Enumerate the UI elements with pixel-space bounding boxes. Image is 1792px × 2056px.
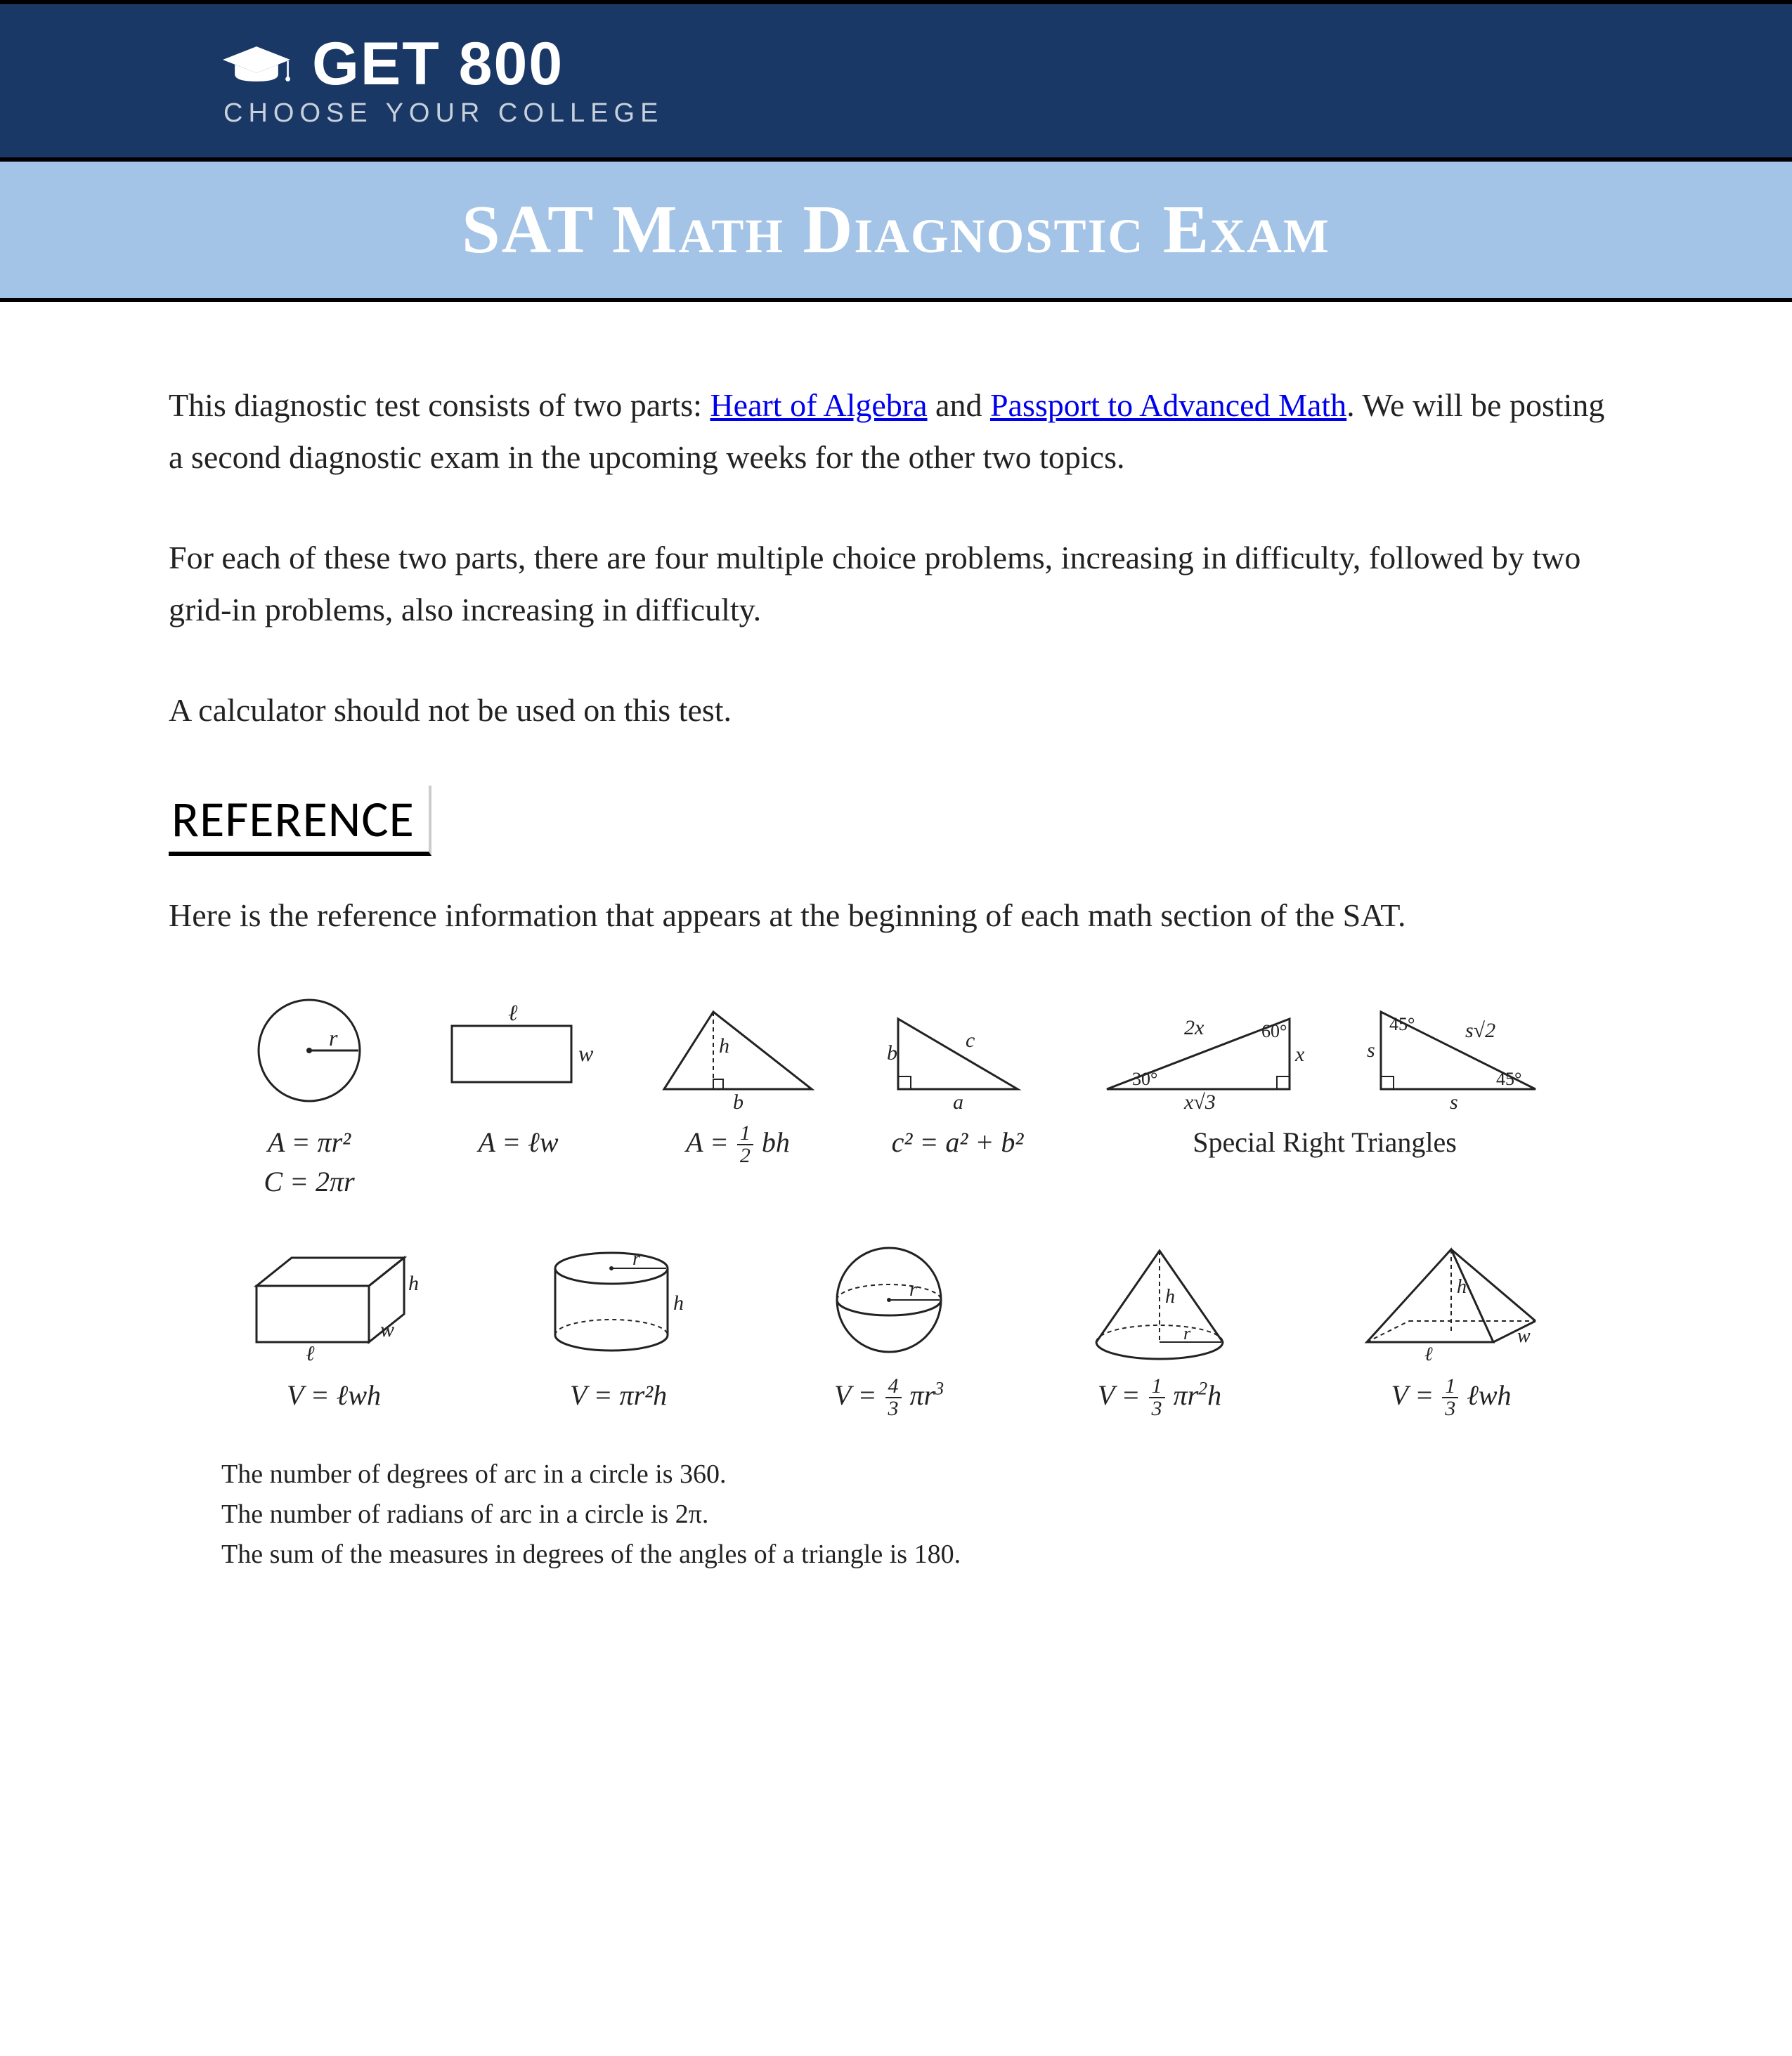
formula-text: A = πr²	[268, 1126, 351, 1158]
fact-line: The number of degrees of arc in a circle…	[221, 1455, 1571, 1495]
formula-cylinder: r h V = πr²h	[513, 1237, 724, 1415]
formula-label: V = πr²h	[570, 1376, 667, 1415]
svg-text:ℓ: ℓ	[306, 1342, 315, 1363]
svg-text:x√3: x√3	[1183, 1091, 1216, 1110]
svg-text:w: w	[380, 1318, 394, 1341]
reference-facts: The number of degrees of arc in a circle…	[221, 1455, 1571, 1575]
formula-sheet: r A = πr² C = 2πr ℓ w A = ℓw	[221, 991, 1571, 1575]
svg-text:45°: 45°	[1496, 1069, 1521, 1089]
svg-text:r: r	[329, 1025, 338, 1050]
formula-label: V = 43 πr3	[834, 1376, 944, 1420]
intro-paragraph-2: For each of these two parts, there are f…	[169, 532, 1623, 635]
graduation-cap-icon	[218, 43, 295, 85]
page-title: SAT Math Diagnostic Exam	[462, 190, 1330, 269]
formula-circle: r A = πr² C = 2πr	[221, 991, 397, 1202]
formula-label: V = 13 πr2h	[1098, 1376, 1221, 1420]
formula-triangle-area: h b A = 12 bh	[639, 991, 836, 1167]
svg-text:h: h	[1457, 1276, 1467, 1298]
formula-label: V = ℓwh	[287, 1376, 381, 1415]
rect-prism-icon: h w ℓ	[235, 1237, 432, 1363]
reference-section: REFERENCE	[169, 786, 1623, 890]
intro-text: and	[928, 387, 990, 423]
intro-text: This diagnostic test consists of two par…	[169, 387, 710, 423]
formula-label: Special Right Triangles	[1193, 1123, 1457, 1162]
intro-paragraph-1: This diagnostic test consists of two par…	[169, 379, 1623, 483]
formula-row-2: h w ℓ V = ℓwh r h	[221, 1237, 1571, 1420]
header-bar: GET 800 CHOOSE YOUR COLLEGE	[0, 0, 1792, 162]
formula-sphere: r V = 43 πr3	[791, 1237, 987, 1420]
intro-paragraph-3: A calculator should not be used on this …	[169, 684, 1623, 736]
formula-pythagorean: b a c c² = a² + b²	[866, 991, 1049, 1162]
page: GET 800 CHOOSE YOUR COLLEGE SAT Math Dia…	[0, 0, 1792, 2056]
svg-text:s√2: s√2	[1465, 1019, 1495, 1042]
logo: GET 800 CHOOSE YOUR COLLEGE	[218, 34, 663, 129]
cylinder-icon: r h	[534, 1237, 703, 1363]
fact-line: The sum of the measures in degrees of th…	[221, 1535, 1571, 1575]
svg-text:b: b	[887, 1041, 897, 1065]
svg-text:r: r	[632, 1248, 640, 1270]
svg-text:ℓ: ℓ	[1424, 1343, 1433, 1363]
formula-rectangle: ℓ w A = ℓw	[427, 991, 610, 1162]
svg-text:c: c	[966, 1029, 975, 1052]
svg-text:s: s	[1450, 1091, 1458, 1110]
svg-text:h: h	[719, 1034, 729, 1058]
right-triangle-icon: b a c	[877, 991, 1039, 1110]
formula-label: A = πr² C = 2πr	[264, 1123, 354, 1202]
logo-top: GET 800	[218, 34, 663, 94]
svg-text:a: a	[953, 1091, 963, 1110]
svg-text:30°: 30°	[1132, 1069, 1157, 1089]
svg-text:x: x	[1294, 1043, 1305, 1066]
formula-label: V = 13 ℓwh	[1391, 1376, 1511, 1420]
svg-text:h: h	[673, 1291, 684, 1315]
formula-label: A = ℓw	[478, 1123, 558, 1162]
fact-line: The number of radians of arc in a circle…	[221, 1495, 1571, 1535]
svg-text:h: h	[1165, 1286, 1175, 1308]
svg-text:r: r	[909, 1279, 917, 1301]
svg-text:ℓ: ℓ	[508, 1000, 518, 1025]
circle-icon: r	[246, 991, 372, 1110]
formula-label: A = 12 bh	[686, 1123, 790, 1167]
special-triangles-icon: 30° 60° 2x x x√3 45° 45° s s s√2	[1086, 991, 1564, 1110]
reference-heading: REFERENCE	[169, 786, 431, 856]
title-band: SAT Math Diagnostic Exam	[0, 162, 1792, 302]
passport-adv-math-link[interactable]: Passport to Advanced Math	[990, 387, 1346, 423]
logo-text: GET 800	[312, 34, 564, 94]
rectangle-icon: ℓ w	[438, 991, 599, 1110]
formula-text: C = 2πr	[264, 1166, 354, 1197]
svg-text:h: h	[408, 1272, 419, 1295]
svg-text:w: w	[578, 1041, 594, 1066]
svg-text:60°: 60°	[1261, 1021, 1287, 1041]
formula-label: c² = a² + b²	[892, 1123, 1024, 1162]
sphere-icon: r	[815, 1237, 963, 1363]
svg-text:r: r	[1183, 1323, 1191, 1343]
content-area: This diagnostic test consists of two par…	[0, 302, 1792, 1575]
formula-cone: h r V = 13 πr2h	[1054, 1237, 1265, 1420]
logo-tagline: CHOOSE YOUR COLLEGE	[223, 98, 663, 129]
formula-rect-prism: h w ℓ V = ℓwh	[221, 1237, 446, 1415]
formula-row-1: r A = πr² C = 2πr ℓ w A = ℓw	[221, 991, 1571, 1202]
svg-text:b: b	[733, 1091, 744, 1110]
svg-text:45°: 45°	[1389, 1014, 1415, 1034]
svg-text:s: s	[1367, 1039, 1375, 1062]
triangle-icon: h b	[650, 991, 826, 1110]
svg-text:2x: 2x	[1184, 1016, 1205, 1039]
pyramid-icon: h w ℓ	[1346, 1237, 1557, 1363]
formula-pyramid: h w ℓ V = 13 ℓwh	[1332, 1237, 1571, 1420]
reference-intro: Here is the reference information that a…	[169, 890, 1623, 942]
formula-special-triangles: 30° 60° 2x x x√3 45° 45° s s s√2	[1079, 991, 1571, 1162]
heart-of-algebra-link[interactable]: Heart of Algebra	[710, 387, 927, 423]
cone-icon: h r	[1075, 1237, 1244, 1363]
svg-text:w: w	[1517, 1325, 1531, 1347]
